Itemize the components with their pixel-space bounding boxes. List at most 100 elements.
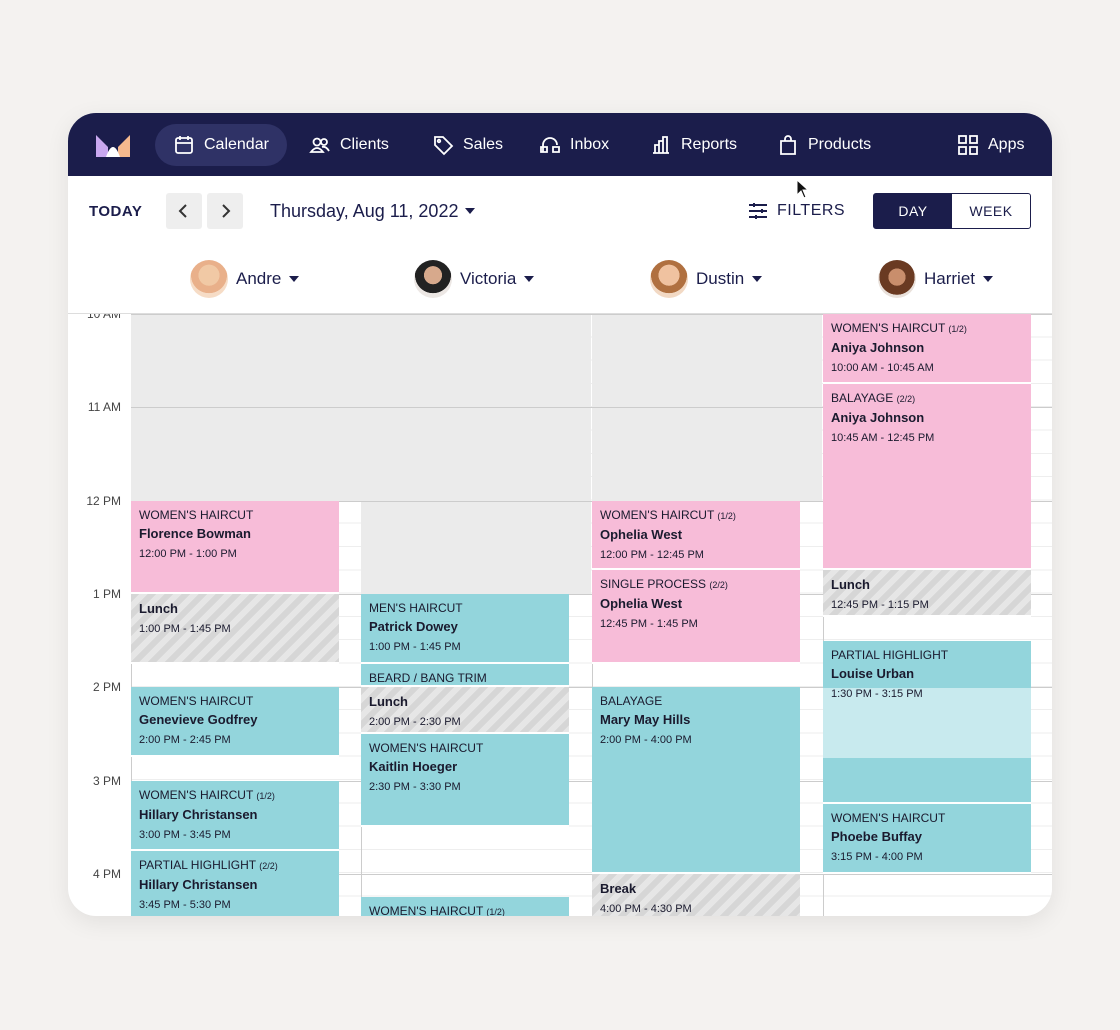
appointment[interactable]: PARTIAL HIGHLIGHT Louise Urban 1:30 PM - 3… — [823, 641, 1031, 804]
service-name: WOMEN'S HAIRCUT — [831, 811, 946, 825]
service: BALAYAGE (2/2) — [831, 391, 1023, 406]
service: PARTIAL HIGHLIGHT — [831, 648, 1023, 662]
filters-button[interactable]: FILTERS — [748, 193, 845, 229]
appointment-text: WOMEN'S HAIRCUT (1/2) Hillary Christansen… — [139, 788, 331, 841]
appointment-text: Break 4:00 PM - 4:30 PM — [600, 881, 792, 915]
appointment[interactable]: WOMEN'S HAIRCUT (1/2) — [361, 897, 569, 916]
view-day[interactable]: DAY — [874, 194, 952, 228]
nav-inbox[interactable]: Inbox — [539, 124, 609, 166]
service-name: WOMEN'S HAIRCUT — [369, 741, 484, 755]
hour-line — [131, 873, 1052, 875]
break-block[interactable]: Break 4:00 PM - 4:30 PM — [592, 874, 800, 916]
client: Louise Urban — [831, 666, 915, 681]
appointment[interactable]: WOMEN'S HAIRCUT (1/2) Ophelia West 12:00 P… — [592, 501, 800, 570]
client: Phoebe Buffay — [831, 829, 923, 844]
logo — [96, 135, 130, 157]
appointment-text: WOMEN'S HAIRCUT (1/2) — [369, 904, 561, 916]
appointment[interactable]: PARTIAL HIGHLIGHT (2/2) Hillary Christans… — [131, 851, 339, 916]
appointment-text: WOMEN'S HAIRCUT (1/2) Ophelia West 12:00 P… — [600, 508, 792, 561]
service-name: BALAYAGE — [600, 694, 663, 708]
staff-header[interactable]: Harriet — [878, 260, 994, 298]
hour-line — [131, 314, 1052, 315]
service: PARTIAL HIGHLIGHT (2/2) — [139, 858, 331, 873]
appointment[interactable]: BALAYAGE Mary May Hills 2:00 PM - 4:00 PM — [592, 687, 800, 874]
avatar — [878, 260, 916, 298]
hour-label: 11 AM — [87, 400, 121, 415]
nav-sales[interactable]: Sales — [432, 124, 503, 166]
break-block[interactable]: Lunch 12:45 PM - 1:15 PM — [823, 570, 1031, 617]
prev-button[interactable] — [166, 193, 202, 229]
client: Genevieve Godfrey — [139, 712, 258, 727]
service: BALAYAGE — [600, 694, 792, 708]
hour-label: 10 AM — [86, 313, 121, 321]
appointment-text: Lunch 12:45 PM - 1:15 PM — [831, 577, 1023, 611]
today-button[interactable]: TODAY — [89, 202, 143, 220]
client: Aniya Johnson — [831, 410, 925, 425]
nav-products[interactable]: Products — [777, 124, 871, 166]
service: WOMEN'S HAIRCUT — [831, 811, 1023, 825]
appointment[interactable]: MEN'S HAIRCUT Patrick Dowey 1:00 PM - 1:45… — [361, 594, 569, 664]
client: Mary May Hills — [600, 712, 691, 727]
staff-header[interactable]: Victoria — [414, 260, 535, 298]
appointment-text: BALAYAGE Mary May Hills 2:00 PM - 4:00 PM — [600, 694, 792, 746]
appointment-text: Lunch 1:00 PM - 1:45 PM — [139, 601, 331, 635]
hour-label: 12 PM — [86, 493, 121, 508]
service-name: SINGLE PROCESS — [600, 577, 707, 591]
date-label: Thursday, Aug 11, 2022 — [270, 200, 459, 221]
hour-line — [131, 500, 1052, 502]
service-name: PARTIAL HIGHLIGHT — [831, 648, 949, 662]
avatar — [190, 260, 228, 298]
appointment[interactable]: WOMEN'S HAIRCUT (1/2) Aniya Johnson 10:00 … — [823, 314, 1031, 384]
service-name: MEN'S HAIRCUT — [369, 601, 463, 615]
time: 12:00 PM - 1:00 PM — [139, 548, 237, 560]
view-toggle: DAY WEEK — [873, 193, 1031, 229]
appointment[interactable]: WOMEN'S HAIRCUT Florence Bowman 12:00 PM -… — [131, 501, 339, 594]
service: WOMEN'S HAIRCUT (1/2) — [600, 508, 792, 523]
client: Hillary Christansen — [139, 877, 258, 892]
nav-calendar[interactable]: Calendar — [155, 124, 287, 166]
break-block[interactable]: Lunch 2:00 PM - 2:30 PM — [361, 687, 569, 734]
service: SINGLE PROCESS (2/2) — [600, 577, 792, 592]
nav-label: Inbox — [570, 136, 610, 153]
appointment-text: PARTIAL HIGHLIGHT (2/2) Hillary Christans… — [139, 858, 331, 911]
view-week[interactable]: WEEK — [969, 203, 1013, 219]
service: BEARD / BANG TRIM — [369, 671, 561, 685]
appointment-text: Lunch 2:00 PM - 2:30 PM — [369, 694, 561, 728]
top-nav: Calendar Clients Sales Inbox Reports Pro… — [68, 113, 1052, 176]
staff-header[interactable]: Andre — [190, 260, 300, 298]
appointment[interactable]: WOMEN'S HAIRCUT (1/2) Hillary Christansen… — [131, 781, 339, 851]
service: WOMEN'S HAIRCUT (1/2) — [369, 904, 561, 916]
client: Florence Bowman — [139, 526, 251, 541]
service-name: WOMEN'S HAIRCUT — [369, 904, 484, 916]
staff-header[interactable]: Dustin — [650, 260, 763, 298]
nav-apps[interactable]: Apps — [957, 124, 1024, 166]
time: 1:00 PM - 1:45 PM — [369, 641, 461, 653]
filters-label: FILTERS — [777, 202, 846, 219]
service-part: (2/2) — [709, 580, 728, 590]
appointment[interactable]: SINGLE PROCESS (2/2) Ophelia West 12:45 PM… — [592, 570, 800, 664]
date-picker[interactable]: Thursday, Aug 11, 2022 — [270, 193, 476, 229]
service-part: (1/2) — [256, 791, 275, 801]
nav-reports[interactable]: Reports — [650, 124, 737, 166]
client: Break — [600, 881, 637, 896]
time: 2:00 PM - 2:45 PM — [139, 734, 231, 746]
hour-line — [131, 687, 1052, 689]
appointment[interactable]: BALAYAGE (2/2) Aniya Johnson 10:45 AM - 12… — [823, 384, 1031, 570]
appointment[interactable]: WOMEN'S HAIRCUT Genevieve Godfrey 2:00 PM … — [131, 687, 339, 757]
service-name: PARTIAL HIGHLIGHT — [139, 858, 256, 872]
appointment[interactable]: WOMEN'S HAIRCUT Kaitlin Hoeger 2:30 PM - 3… — [361, 734, 569, 827]
nav-clients[interactable]: Clients — [309, 124, 389, 166]
appointment[interactable]: BEARD / BANG TRIM — [361, 664, 569, 687]
service-part: (1/2) — [717, 511, 736, 521]
appointment-gap — [823, 688, 1031, 758]
nav-label: Sales — [463, 136, 504, 153]
break-block[interactable]: Lunch 1:00 PM - 1:45 PM — [131, 594, 339, 664]
time: 12:00 PM - 12:45 PM — [600, 549, 704, 561]
client: Lunch — [831, 577, 870, 592]
nav-label: Reports — [681, 136, 738, 153]
staff-name: Andre — [236, 269, 282, 288]
appointment[interactable]: WOMEN'S HAIRCUT Phoebe Buffay 3:15 PM - 4:… — [823, 804, 1031, 874]
time: 2:00 PM - 4:00 PM — [600, 734, 692, 746]
next-button[interactable] — [207, 193, 243, 229]
